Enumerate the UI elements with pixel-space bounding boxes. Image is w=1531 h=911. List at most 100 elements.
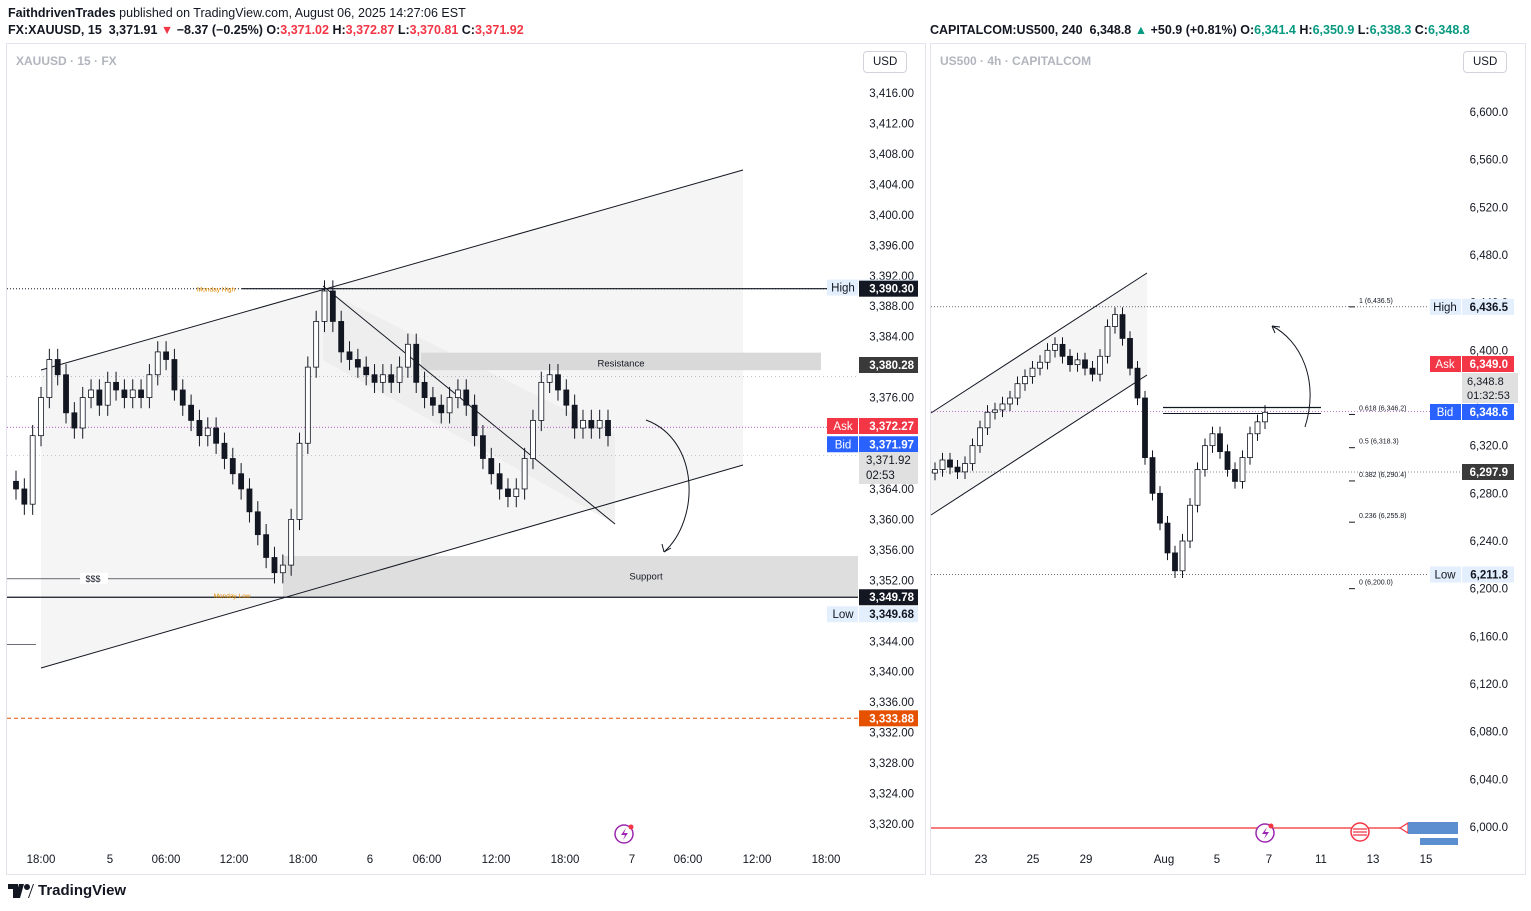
right-candle-body [1059,343,1066,357]
left-y-tick-label: 3,356.00 [869,545,914,557]
left-candle-body [271,557,278,574]
left-price-tag [859,710,918,727]
footer-brand: TradingView [38,882,127,899]
right-last-price-tag [1462,373,1518,403]
left-y-tick-label: 3,396.00 [869,240,914,252]
right-candle-body [1209,433,1216,447]
left-candle-body [279,564,286,574]
right-candle-body [947,459,953,468]
left-candle-body [463,389,470,406]
right-candle-body [984,411,991,429]
monday-high-label: Monday High [197,287,236,294]
right-y-tick-label: 6,080.0 [1470,727,1508,739]
left-candle-body [530,420,536,459]
right-candle-body [1179,540,1186,572]
left-x-tick-label: 18:00 [27,854,56,866]
right-candle-body [1022,376,1028,385]
left-candle-body [204,427,211,437]
left-price-tag [859,417,918,434]
left-candle-body [521,458,528,490]
left-price-tag [859,356,918,373]
channel-top-line [40,169,744,371]
right-candle-body [999,403,1006,411]
left-candle-body [496,473,503,490]
left-candle-body [513,488,520,497]
left-price-tag-value: 3,372.27 [869,421,914,433]
right-x-tick-label: 15 [1420,854,1433,866]
right-h-label: H: [1299,23,1313,37]
left-x-tick-label: 18:00 [551,854,580,866]
left-candle-body [221,442,228,459]
left-candle-body [238,473,245,490]
left-price-tag-value: 3,371.97 [869,439,914,451]
right-candle-body [1164,522,1171,554]
left-candle-body [38,397,44,437]
right-symbol-line: CAPITALCOM:US500, 240 6,348.8 ▲ +50.9 (+… [930,22,1470,39]
right-price-tag-label-bg [1430,566,1461,583]
lightning-bolt-icon [621,828,628,840]
economic-event-bar [1408,822,1458,834]
right-candle-body [1262,411,1268,423]
right-y-tick-label: 6,200.0 [1470,584,1508,596]
right-candle-body [1247,433,1253,458]
left-candle-body [304,366,311,444]
left-price-tag-label: High [831,283,855,295]
fib-level-label: 0.5 (6,318.3) [1359,439,1399,446]
right-x-tick-label: 7 [1266,854,1272,866]
right-price-tag [1462,566,1514,583]
left-y-tick-label: 3,336.00 [869,697,914,709]
left-high: 3,372.87 [345,23,395,37]
left-candle-body [13,480,19,490]
left-candle-body [313,321,320,368]
fib-level-label: 0.236 (6,255.8) [1359,513,1406,520]
up-arrow-icon: ▲ [1134,23,1148,37]
left-candle-body [438,404,445,414]
left-currency-button[interactable]: USD [863,51,908,73]
right-last-price-value: 6,348.8 [1467,376,1504,388]
tradingview-logo-icon [8,883,34,898]
right-y-tick-label: 6,160.0 [1470,631,1508,643]
right-candle-body [1254,421,1261,435]
right-candle-body [969,445,976,464]
right-symbol[interactable]: CAPITALCOM:US500, 240 [930,23,1083,37]
right-x-tick-label: 29 [1080,854,1093,866]
left-price-tag [859,606,918,623]
right-candle-body [939,459,946,470]
left-symbol[interactable]: FX:XAUUSD, 15 [8,23,102,37]
left-candle-body [29,435,36,505]
left-y-tick-label: 3,388.00 [869,301,914,313]
support-zone [283,555,858,598]
right-candle-body [1142,397,1148,458]
right-lightning-bolt-icon [1262,827,1269,839]
left-price-tag-value: 3,349.78 [869,592,914,604]
left-y-tick-label: 3,400.00 [869,210,914,222]
right-high: 6,350.9 [1312,23,1355,37]
left-candle-body [538,381,545,421]
left-candle-body [555,374,561,391]
left-price-tag [859,280,918,297]
left-x-tick-label: 7 [629,854,635,866]
left-candle-body [563,389,570,406]
left-close: 3,371.92 [474,23,524,37]
right-c-label: C: [1414,23,1428,37]
left-candle-body [79,397,86,429]
right-y-tick-label: 6,600.0 [1470,107,1508,119]
right-price-tag-label: Bid [1437,407,1454,419]
right-candle-body [1157,492,1163,524]
author-name[interactable]: FaithdrivenTrades [8,6,116,20]
left-x-tick-label: 12:00 [482,854,511,866]
right-y-tick-label: 6,560.0 [1470,155,1508,167]
falling-channel-fill [323,290,615,524]
left-watermark: XAUUSD · 15 · FX [16,54,117,68]
left-open: 3,371.02 [280,23,329,37]
left-y-tick-label: 3,332.00 [869,728,914,740]
right-y-tick-label: 6,000.0 [1470,822,1508,834]
right-close: 6,348.8 [1427,23,1470,37]
right-candle-body [1217,433,1223,453]
right-candle-body [992,409,998,413]
right-currency-button[interactable]: USD [1463,51,1508,73]
tradingview-logo[interactable]: TradingView [8,882,126,899]
left-candle-body [254,511,261,536]
right-projection-arrow-head [1271,325,1281,334]
